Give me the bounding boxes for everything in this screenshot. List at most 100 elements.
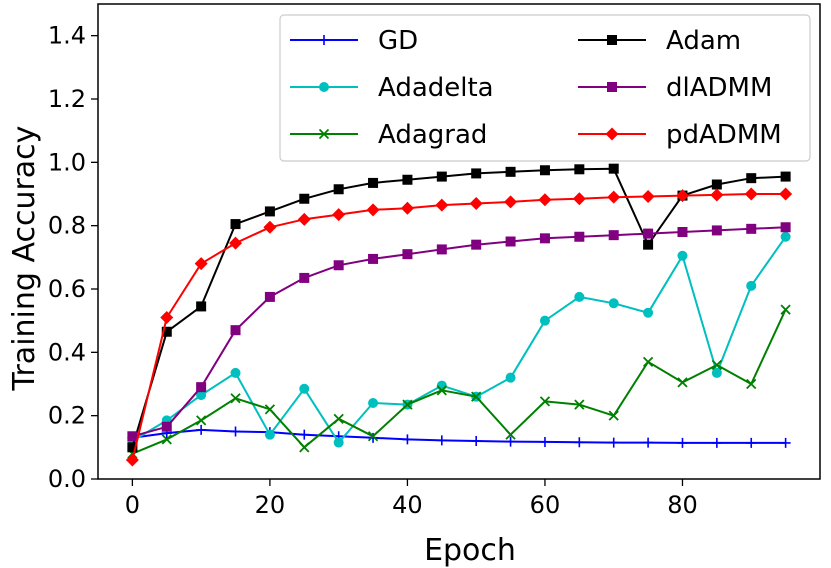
data-point-adam <box>608 163 619 174</box>
data-point-pdadmm <box>744 187 758 201</box>
x-tick-label: 20 <box>255 491 286 519</box>
y-tick-label: 0.6 <box>48 275 86 303</box>
data-point-adagrad <box>230 393 241 404</box>
data-point-dladmm <box>161 421 172 432</box>
data-point-dladmm <box>539 233 550 244</box>
x-tick-label: 60 <box>530 491 561 519</box>
data-point-adam <box>539 165 550 176</box>
legend-marker-gd <box>319 35 329 45</box>
data-point-adagrad <box>402 399 413 410</box>
data-point-adam <box>196 301 207 312</box>
data-point-dladmm <box>505 236 516 247</box>
data-point-adam <box>264 206 275 217</box>
y-tick-label: 0.8 <box>48 212 86 240</box>
data-point-adam <box>643 239 654 250</box>
y-tick-label: 1.0 <box>48 148 86 176</box>
data-point-gd <box>368 432 379 443</box>
data-point-adadelta <box>711 367 722 378</box>
data-point-pdadmm <box>538 193 552 207</box>
data-point-adagrad <box>196 415 207 426</box>
data-point-gd <box>436 435 447 446</box>
data-point-pdadmm <box>332 208 346 222</box>
data-point-pdadmm <box>469 197 483 210</box>
data-point-adagrad <box>574 399 585 410</box>
data-point-gd <box>746 437 757 448</box>
data-point-adam <box>299 193 310 204</box>
x-tick-label: 0 <box>125 491 140 519</box>
data-point-gd <box>505 436 516 447</box>
legend-label-dladmm: dlADMM <box>666 73 772 103</box>
data-point-adam <box>127 442 138 453</box>
data-point-dladmm <box>264 291 275 302</box>
data-point-gd <box>780 437 791 448</box>
data-point-adagrad <box>471 391 482 402</box>
data-point-adagrad <box>642 356 654 367</box>
data-point-gd <box>196 424 207 435</box>
data-point-adadelta <box>299 383 310 394</box>
data-point-adagrad <box>746 378 757 390</box>
data-point-adagrad <box>333 413 344 424</box>
series-line-adagrad <box>132 309 787 455</box>
data-point-pdadmm <box>779 187 793 201</box>
data-point-adadelta <box>574 291 585 302</box>
data-point-adagrad <box>780 304 791 315</box>
series-line-gd <box>132 428 786 444</box>
legend-marker-dladmm <box>607 82 617 92</box>
series-line-dladmm <box>132 226 786 438</box>
data-point-adadelta <box>230 367 241 378</box>
data-point-pdadmm <box>263 220 277 234</box>
data-point-dladmm <box>643 228 654 239</box>
x-axis-label: Epoch <box>424 533 516 568</box>
legend-label-gd: GD <box>378 26 418 56</box>
data-point-dladmm <box>574 231 585 242</box>
data-point-adagrad <box>436 385 447 396</box>
data-point-adadelta <box>539 315 550 326</box>
data-point-adam <box>471 168 482 179</box>
data-point-pdadmm <box>400 201 414 215</box>
data-point-adadelta <box>333 437 344 448</box>
data-point-adagrad <box>505 429 516 440</box>
data-point-adagrad <box>677 377 688 388</box>
data-point-gd <box>643 437 654 448</box>
data-point-adam <box>333 184 344 195</box>
legend-marker-pdadmm <box>605 127 619 141</box>
data-point-adadelta <box>780 231 791 242</box>
data-point-dladmm <box>608 230 619 241</box>
y-tick-label: 0.2 <box>48 402 86 430</box>
data-point-gd <box>402 434 413 445</box>
data-point-adam <box>402 174 413 185</box>
data-point-adadelta <box>643 307 654 318</box>
data-point-dladmm <box>780 222 791 233</box>
data-point-pdadmm <box>572 192 586 206</box>
data-point-dladmm <box>196 382 207 393</box>
y-axis-label: Training Accuracy <box>7 126 42 392</box>
data-point-gd <box>608 437 619 448</box>
legend-label-pdadmm: pdADMM <box>666 120 782 150</box>
data-point-dladmm <box>436 244 447 255</box>
data-point-adagrad <box>367 431 379 442</box>
data-point-adam <box>780 171 791 182</box>
data-point-pdadmm <box>229 236 243 250</box>
data-point-dladmm <box>402 249 413 260</box>
plot-area <box>125 163 793 467</box>
x-tick-label: 40 <box>392 491 423 519</box>
data-point-adadelta <box>608 298 619 309</box>
data-point-adadelta <box>746 280 757 291</box>
data-point-adagrad <box>299 442 310 453</box>
data-point-adam <box>711 179 722 190</box>
legend-box <box>279 14 811 162</box>
data-point-dladmm <box>230 325 241 336</box>
data-point-pdadmm <box>125 453 139 467</box>
x-tick-label: 80 <box>667 491 698 519</box>
data-point-adagrad <box>711 359 722 371</box>
series-line-adam <box>131 167 786 448</box>
y-tick-label: 0.4 <box>48 338 86 366</box>
data-point-adam <box>161 326 172 337</box>
data-point-adagrad <box>608 410 619 421</box>
legend-marker-adam <box>607 35 617 45</box>
data-point-dladmm <box>127 431 138 442</box>
legend-label-adam: Adam <box>666 26 741 56</box>
data-point-pdadmm <box>504 195 518 209</box>
plot-frame <box>97 3 821 480</box>
